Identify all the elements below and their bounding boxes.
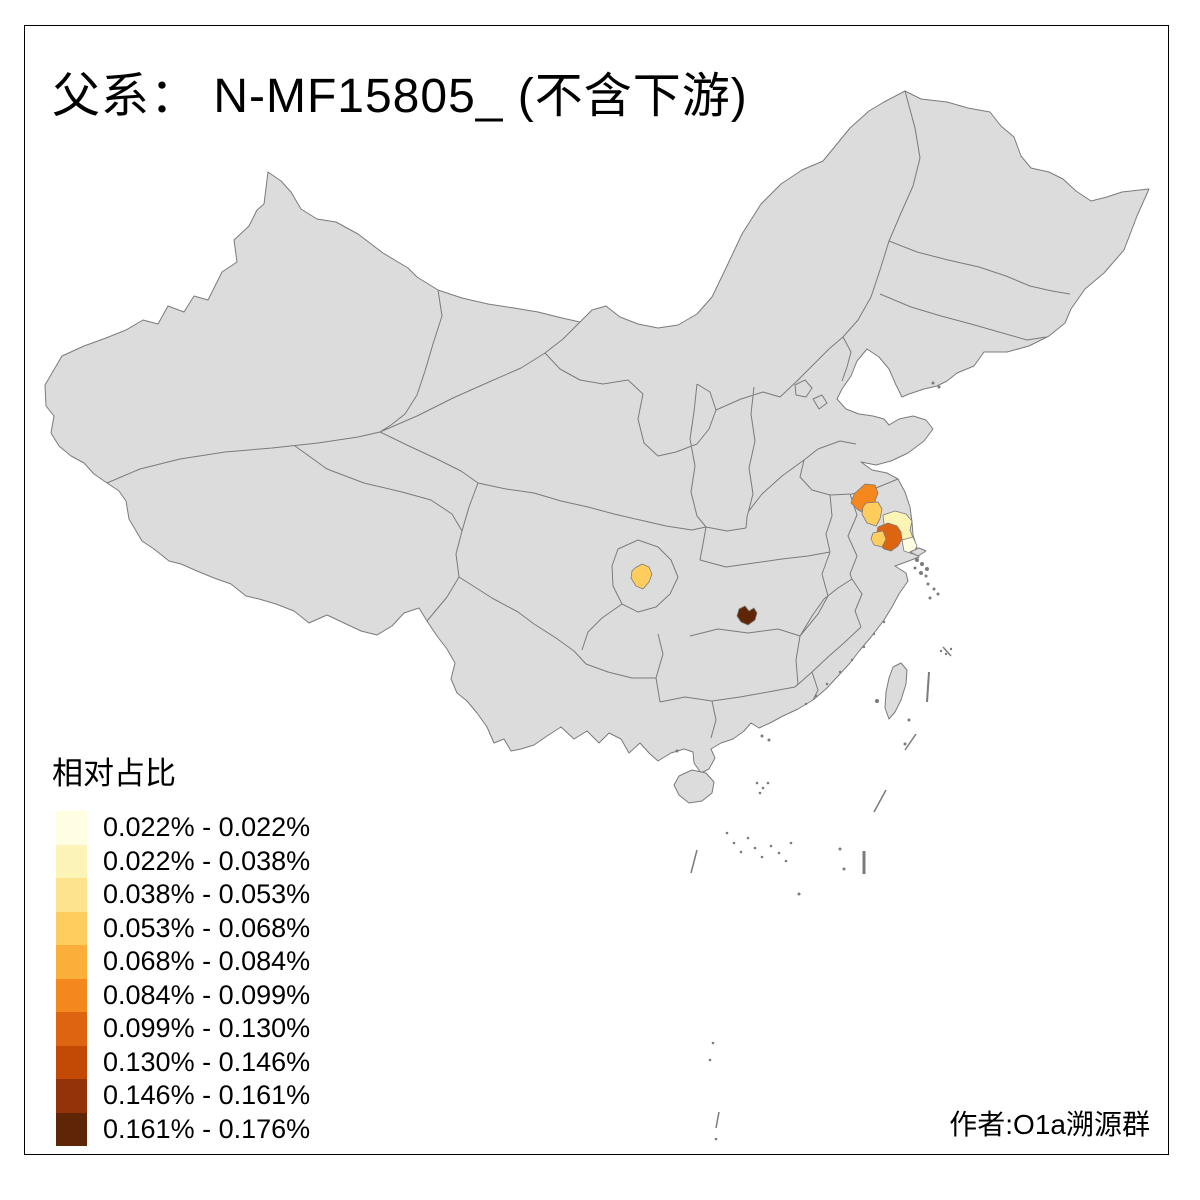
legend-swatch — [56, 878, 87, 912]
legend-swatch — [56, 945, 87, 979]
legend-swatch — [56, 811, 87, 845]
region-jiangsu-mid-small — [870, 530, 887, 548]
legend-row: 0.130% - 0.146% — [52, 1045, 311, 1079]
page-title: 父系： N-MF15805_ (不含下游) — [52, 70, 748, 123]
chongming-island — [909, 547, 927, 557]
legend-label: 0.022% - 0.022% — [103, 812, 311, 843]
legend-row: 0.084% - 0.099% — [52, 978, 311, 1012]
china-mainland — [44, 90, 1150, 774]
region-jiangsu-central — [861, 501, 883, 527]
legend-label: 0.099% - 0.130% — [103, 1013, 311, 1044]
legend-row: 0.038% - 0.053% — [52, 878, 310, 912]
legend-label: 0.130% - 0.146% — [103, 1046, 311, 1077]
legend-swatch — [56, 844, 87, 878]
legend-label: 0.084% - 0.099% — [103, 979, 311, 1010]
hainan-island — [673, 769, 715, 804]
province-borders — [106, 90, 1071, 739]
credit-text: 作者:O1a溯源群 — [949, 1109, 1150, 1140]
taiwan-island — [884, 662, 908, 720]
legend-title: 相对占比 — [52, 756, 176, 791]
small-islands — [675, 381, 953, 1141]
legend-swatch — [56, 1079, 87, 1113]
region-hunan-central — [736, 605, 758, 626]
legend-swatch — [56, 1045, 87, 1079]
legend-label: 0.068% - 0.084% — [103, 946, 311, 977]
legend-label: 0.038% - 0.053% — [103, 879, 311, 910]
legend: 相对占比 0.022% - 0.022% 0.022% - 0.038% 0.0… — [52, 748, 310, 1146]
legend-row: 0.068% - 0.084% — [52, 945, 310, 979]
legend-label: 0.146% - 0.161% — [103, 1080, 311, 1111]
legend-row: 0.022% - 0.038% — [52, 844, 311, 878]
legend-rows: 0.022% - 0.022% 0.022% - 0.038% 0.038% -… — [52, 811, 310, 1146]
legend-row: 0.022% - 0.022% — [52, 811, 310, 845]
legend-row: 0.146% - 0.161% — [52, 1079, 310, 1113]
highlighted-regions — [630, 483, 918, 626]
legend-row: 0.099% - 0.130% — [52, 1012, 310, 1046]
legend-row: 0.161% - 0.176% — [52, 1112, 311, 1146]
legend-swatch — [56, 1112, 87, 1146]
legend-row: 0.053% - 0.068% — [52, 911, 311, 945]
legend-swatch — [56, 1012, 87, 1046]
legend-label: 0.161% - 0.176% — [103, 1113, 311, 1144]
legend-label: 0.022% - 0.038% — [103, 845, 311, 876]
legend-swatch — [56, 978, 87, 1012]
legend-swatch — [56, 911, 87, 945]
legend-label: 0.053% - 0.068% — [103, 912, 311, 943]
region-chongqing-central — [630, 563, 653, 590]
maritime-dash-lines — [690, 646, 952, 1129]
